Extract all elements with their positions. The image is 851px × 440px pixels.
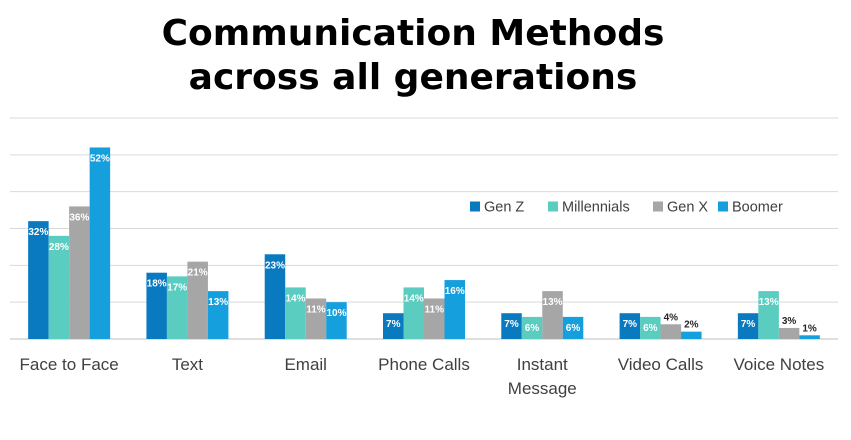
category-label: Message xyxy=(508,379,577,398)
bar xyxy=(758,291,779,339)
bar xyxy=(383,313,404,339)
legend-swatch xyxy=(548,201,558,212)
bar xyxy=(619,313,641,339)
bar xyxy=(305,298,327,339)
bar xyxy=(207,291,229,339)
bar xyxy=(681,331,702,339)
bar xyxy=(501,313,522,339)
bar xyxy=(778,327,800,339)
chart-title: Communication Methods across all generat… xyxy=(0,12,826,100)
data-label: 6% xyxy=(566,323,581,334)
data-label: 16% xyxy=(445,286,465,297)
chart-title-line-2: across all generations xyxy=(188,57,638,98)
data-label: 13% xyxy=(759,297,779,308)
data-label: 36% xyxy=(69,212,89,223)
legend-swatch xyxy=(653,201,663,212)
bar xyxy=(737,313,759,339)
bar xyxy=(89,147,111,339)
bar xyxy=(403,287,424,339)
bar xyxy=(187,261,208,339)
data-label: 11% xyxy=(306,304,326,315)
bar xyxy=(48,235,70,339)
data-label: 23% xyxy=(265,260,285,271)
data-label: 17% xyxy=(167,282,187,293)
bar xyxy=(542,291,563,339)
category-label: Voice Notes xyxy=(733,355,824,374)
bar xyxy=(166,276,188,339)
bar xyxy=(285,287,306,339)
bar xyxy=(799,335,820,339)
category-label: Face to Face xyxy=(20,355,119,374)
legend-swatch xyxy=(718,201,728,212)
bar xyxy=(562,316,584,339)
category-label: Text xyxy=(172,355,203,374)
data-label: 18% xyxy=(147,279,167,290)
data-label: 7% xyxy=(386,319,401,330)
data-label: 2% xyxy=(684,320,699,331)
data-label: 21% xyxy=(188,268,208,279)
legend: Gen Z Millennials Gen X Boomer xyxy=(470,200,783,216)
data-label: 1% xyxy=(802,323,817,334)
data-label: 7% xyxy=(504,319,519,330)
legend-label: Boomer xyxy=(732,200,783,216)
value-labels: 32%28%36%52%18% 17%21%13%23%14%11% 10%7%14… xyxy=(28,153,817,334)
bar xyxy=(660,324,682,339)
data-label: 28% xyxy=(49,242,69,253)
data-label: 3% xyxy=(782,316,797,327)
bar xyxy=(146,272,167,339)
bar xyxy=(444,280,465,339)
data-label: 4% xyxy=(664,312,679,323)
bar xyxy=(640,316,661,339)
bar xyxy=(264,254,286,339)
legend-swatch xyxy=(470,201,480,212)
data-label: 6% xyxy=(643,323,658,334)
data-label: 13% xyxy=(543,297,563,308)
category-label: Video Calls xyxy=(618,355,704,374)
data-label: 32% xyxy=(28,227,48,238)
bar xyxy=(28,221,49,339)
data-label: 10% xyxy=(326,308,346,319)
data-label: 7% xyxy=(741,319,756,330)
data-label: 13% xyxy=(208,297,228,308)
category-label: Phone Calls xyxy=(378,355,470,374)
bars xyxy=(28,147,820,339)
category-labels: Face to Face Text Email Phone Calls Instant M… xyxy=(20,355,825,398)
data-label: 14% xyxy=(285,293,305,304)
bar xyxy=(326,302,347,339)
legend-label: Millennials xyxy=(562,200,630,216)
bar xyxy=(69,206,90,339)
legend-label: Gen X xyxy=(667,200,708,216)
chart-title-line-1: Communication Methods xyxy=(161,13,665,54)
legend-label: Gen Z xyxy=(484,200,524,216)
data-label: 7% xyxy=(623,319,638,330)
category-label: Email xyxy=(284,355,327,374)
data-label: 6% xyxy=(525,323,540,334)
data-label: 14% xyxy=(404,293,424,304)
data-label: 11% xyxy=(425,304,445,315)
bar xyxy=(424,298,445,339)
bar xyxy=(521,316,543,339)
data-label: 52% xyxy=(90,153,110,164)
category-label: Instant xyxy=(517,355,568,374)
